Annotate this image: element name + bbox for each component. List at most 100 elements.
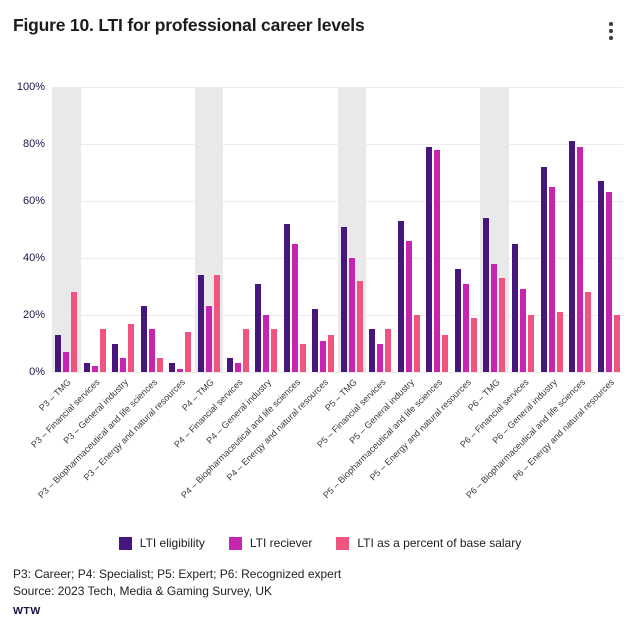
bar [242, 329, 249, 372]
y-axis-label: 80% [22, 138, 45, 150]
kebab-dot [609, 36, 613, 40]
bar-group [594, 87, 623, 372]
bar [385, 329, 392, 372]
bar [328, 334, 335, 372]
bar [120, 357, 127, 372]
bar [177, 369, 184, 372]
bar-group [566, 87, 595, 372]
gridline [52, 258, 623, 259]
gridline [52, 201, 623, 202]
bar [83, 363, 90, 372]
bar-group [537, 87, 566, 372]
bar [255, 283, 262, 372]
bar [577, 146, 584, 372]
legend-label: LTI eligibility [139, 536, 205, 550]
legend-swatch [336, 536, 350, 550]
bar [491, 263, 498, 372]
bar-group [52, 87, 81, 372]
legend-label: LTI as a percent of base salary [357, 536, 522, 550]
page-title: Figure 10. LTI for professional career l… [13, 15, 365, 35]
bar [434, 149, 441, 372]
gridline [52, 144, 623, 145]
bar [556, 312, 563, 372]
legend-item: LTI as a percent of base salary [336, 536, 521, 550]
bar [169, 363, 176, 372]
bar [569, 141, 576, 372]
y-axis: 100% 80% 60% 40% 20% 0% [0, 81, 45, 378]
bar [312, 309, 319, 372]
bar [320, 340, 327, 372]
legend-item: LTI reciever [228, 536, 313, 550]
bar [156, 357, 163, 372]
bar [585, 292, 592, 372]
bar [605, 192, 612, 372]
bar [128, 323, 135, 372]
bar [528, 315, 535, 372]
bar [512, 243, 519, 372]
bar [454, 269, 461, 372]
legend-label: LTI reciever [249, 536, 313, 550]
bar [377, 343, 384, 372]
legend: LTI eligibility LTI reciever LTI as a perc… [0, 536, 640, 550]
bar [263, 315, 270, 372]
bar-group [480, 87, 509, 372]
bar-group [138, 87, 167, 372]
bar [483, 218, 490, 372]
bar-group [252, 87, 281, 372]
bar [405, 240, 412, 372]
bar [71, 292, 78, 372]
kebab-dot [609, 22, 613, 26]
bar [299, 343, 306, 372]
bar [198, 275, 204, 372]
bar [470, 317, 477, 372]
bar [271, 329, 278, 372]
bar [140, 306, 147, 372]
footnote: P3: Career; P4: Specialist; P5: Expert; … [13, 567, 342, 581]
gridline [52, 87, 623, 88]
kebab-dot [609, 29, 613, 33]
y-axis-label: 0% [29, 366, 45, 378]
y-axis-label: 100% [16, 81, 45, 93]
chart-plot [52, 87, 623, 373]
bar [597, 181, 604, 372]
bar-group [195, 87, 224, 372]
bar-group [166, 87, 195, 372]
legend-swatch [118, 536, 132, 550]
bar-group [452, 87, 481, 372]
bar [413, 315, 420, 372]
bar-group [337, 87, 366, 372]
bar [462, 283, 469, 372]
bar [99, 329, 106, 372]
bar-group [309, 87, 338, 372]
bar [291, 243, 298, 372]
bar [234, 363, 241, 372]
bar-group [509, 87, 538, 372]
bar [499, 277, 506, 372]
bar [397, 220, 404, 372]
bar-groups [52, 87, 623, 372]
bar [283, 223, 290, 372]
bar [214, 275, 220, 372]
source-note: Source: 2023 Tech, Media & Gaming Survey… [13, 584, 273, 598]
bar-group [109, 87, 138, 372]
kebab-menu-icon[interactable] [600, 16, 622, 46]
bar [206, 306, 212, 372]
bar [356, 280, 363, 372]
y-axis-label: 40% [22, 252, 45, 264]
bar [613, 315, 620, 372]
bar [63, 352, 70, 372]
bar [340, 226, 347, 372]
bar [540, 166, 547, 372]
legend-item: LTI eligibility [118, 536, 205, 550]
bar-group [280, 87, 309, 372]
bar-group [223, 87, 252, 372]
bar [442, 334, 449, 372]
bar-group [366, 87, 395, 372]
bar [369, 329, 376, 372]
bar [55, 334, 62, 372]
y-axis-label: 60% [22, 195, 45, 207]
bar-group [423, 87, 452, 372]
y-axis-label: 20% [22, 309, 45, 321]
bar [520, 289, 527, 372]
